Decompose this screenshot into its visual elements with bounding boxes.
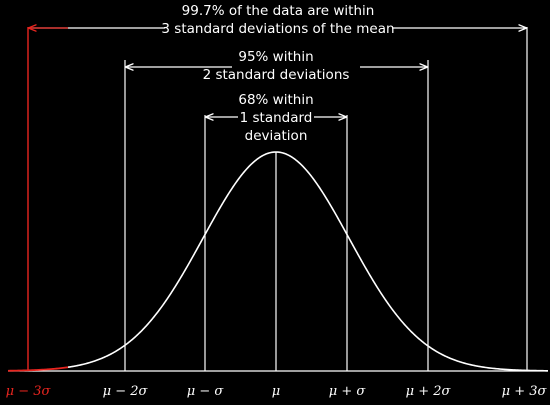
annotation-1-sigma-line-1: 68% within [238, 92, 313, 108]
bell-curve-left-tail [7, 366, 69, 372]
annotation-3-sigma-line-1: 99.7% of the data are within [182, 3, 375, 19]
axis-label-plus-3-sigma: μ + 3σ [502, 384, 548, 399]
annotation-1-sigma-line-3: deviation [245, 128, 308, 144]
annotation-2-sigma-line-2: 2 standard deviations [203, 67, 350, 83]
axis-label-minus-1-sigma: μ − σ [187, 384, 225, 399]
bell-curve [67, 151, 549, 372]
annotation-2-sigma-line-1: 95% within [238, 49, 313, 65]
axis-label-minus-3-sigma: μ − 3σ [6, 384, 52, 399]
axis-label-plus-1-sigma: μ + σ [329, 384, 367, 399]
axis-label-mean: μ [272, 384, 280, 399]
axis-label-plus-2-sigma: μ + 2σ [406, 384, 452, 399]
annotation-3-sigma-line-2: 3 standard deviations of the mean [161, 21, 394, 37]
annotation-1-sigma-line-2: 1 standard [240, 110, 313, 126]
axis-label-minus-2-sigma: μ − 2σ [103, 384, 149, 399]
